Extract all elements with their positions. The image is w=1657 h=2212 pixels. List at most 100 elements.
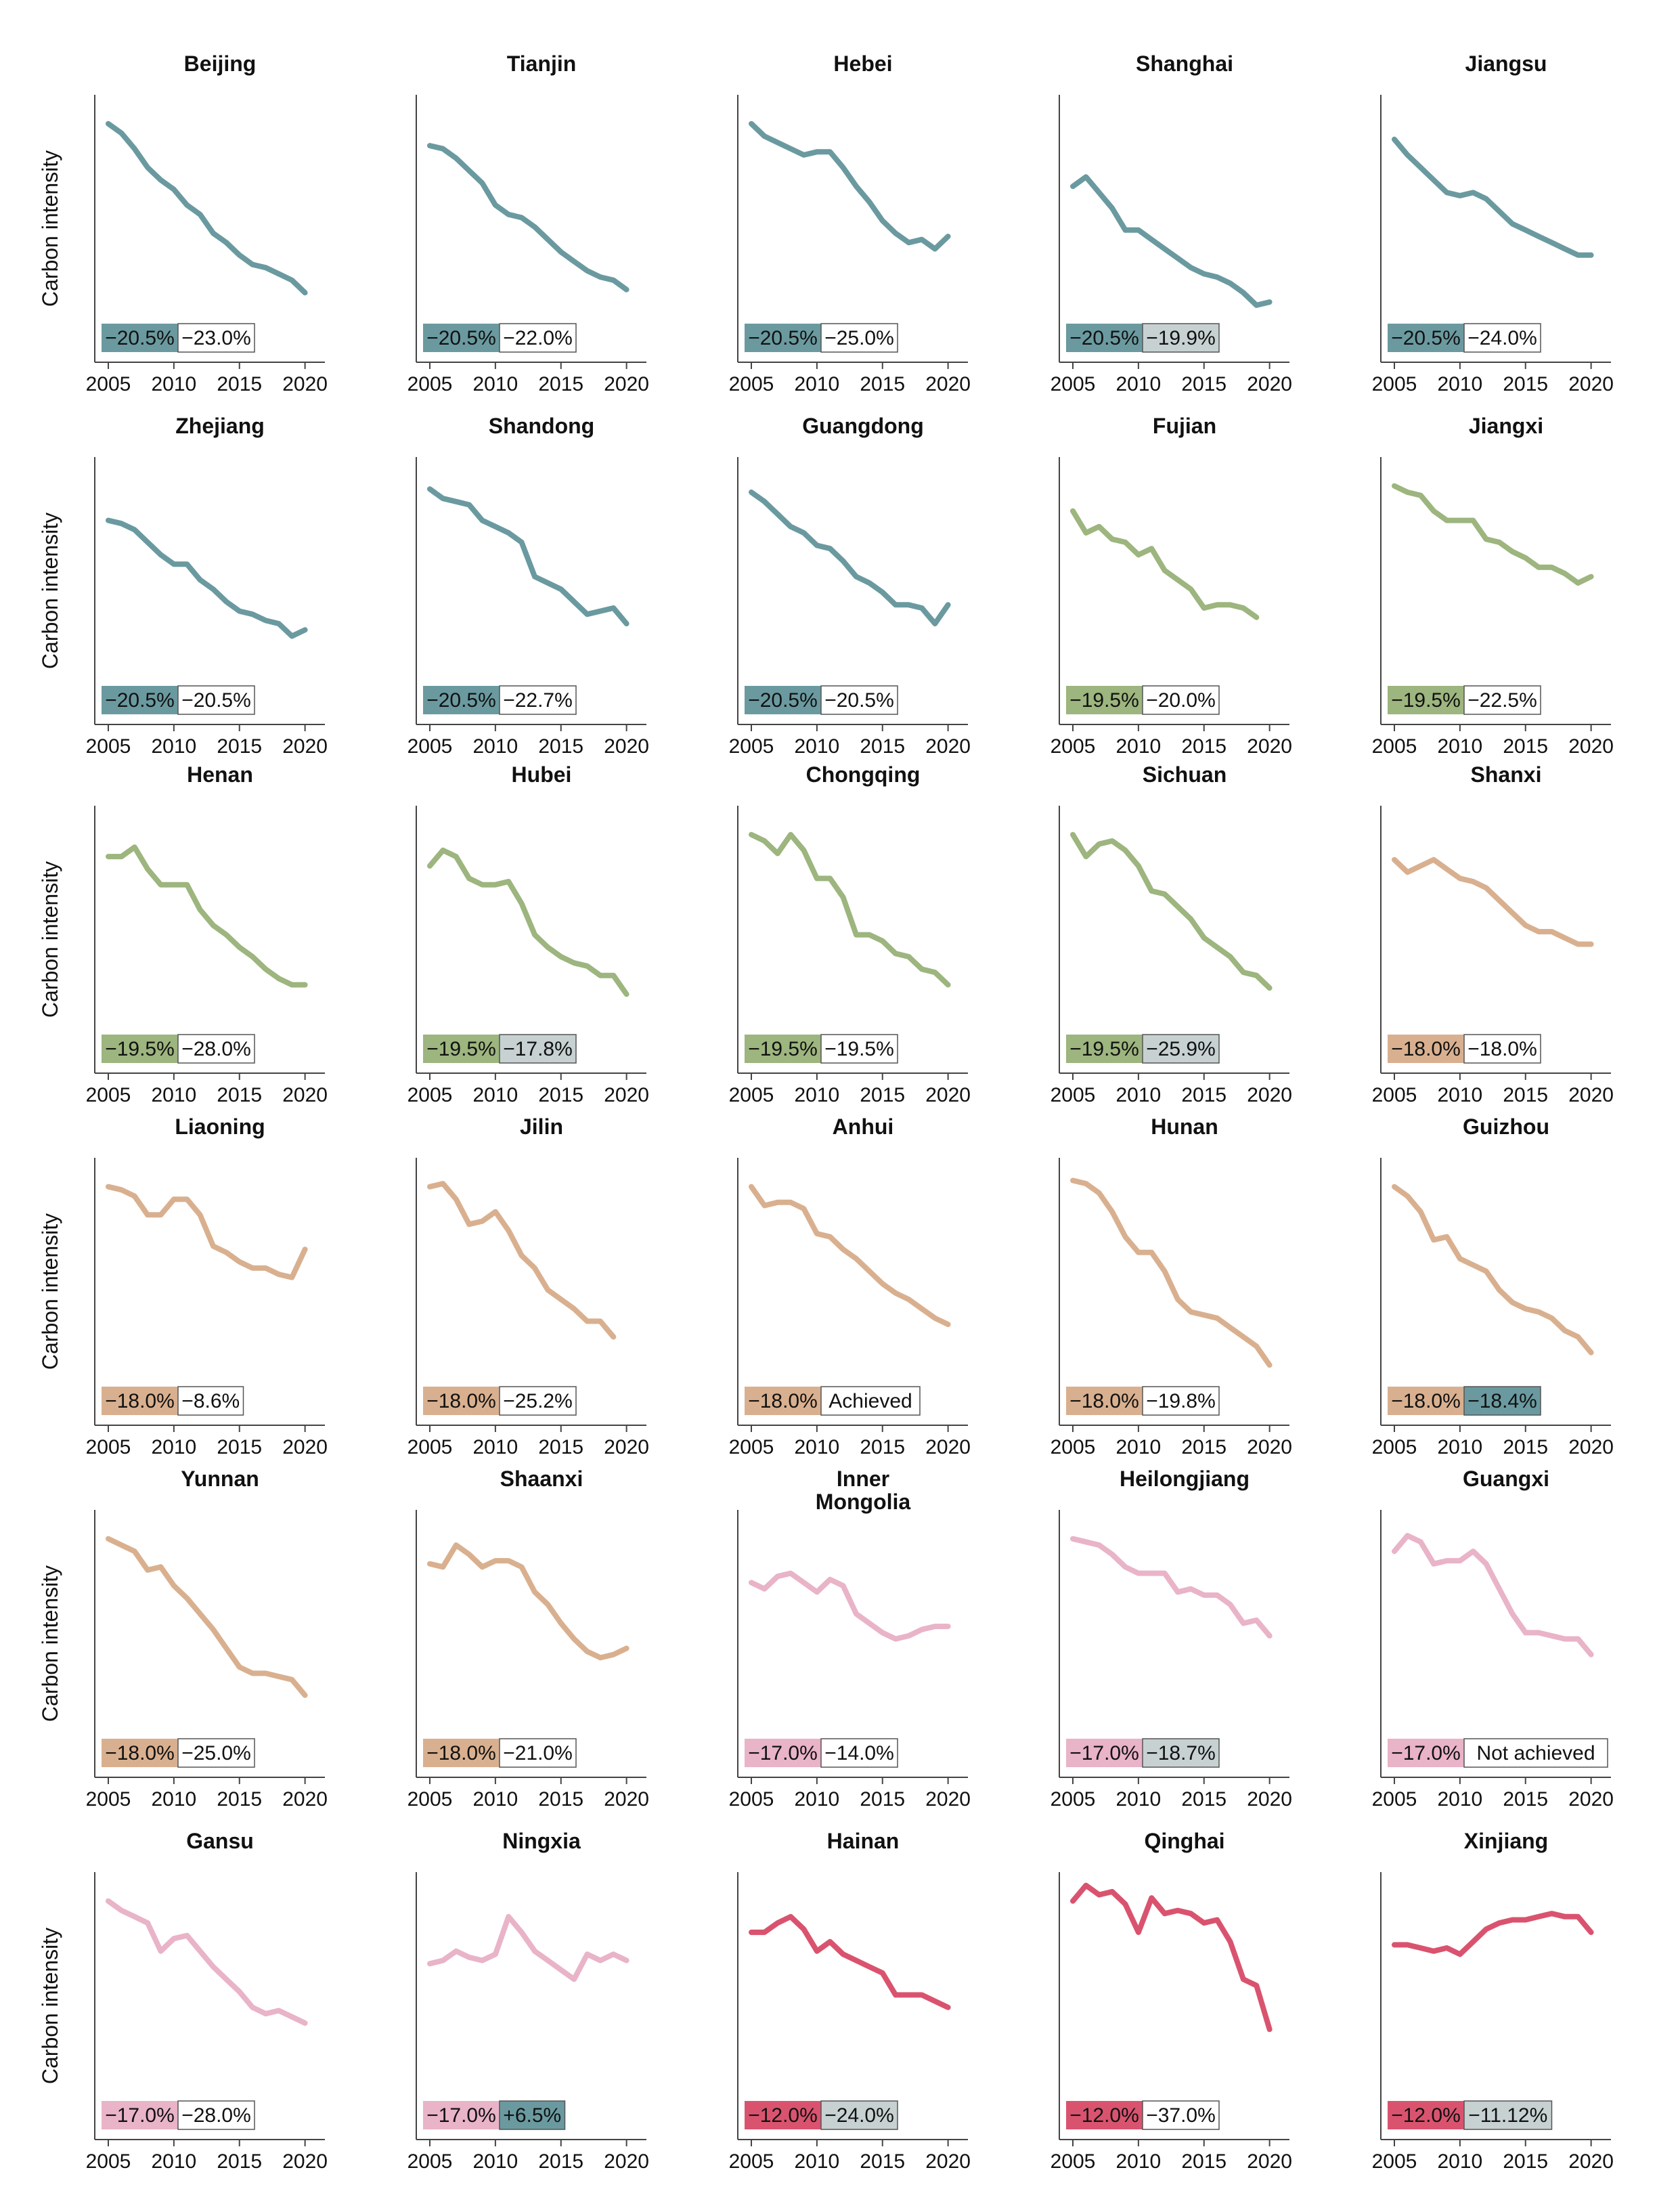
panel-title: Ningxia	[502, 1829, 581, 1853]
panel-title: Inner	[837, 1467, 889, 1491]
x-tick-label: 2020	[1247, 2150, 1292, 2173]
series-line	[1392, 856, 1594, 947]
panel-fujian: Fujian 2005 2010 2015 2020 −19.5% −20.0%	[985, 403, 1303, 758]
x-tick-label: 2020	[282, 1084, 328, 1106]
x-tick-label: 2015	[1503, 1084, 1548, 1106]
x-tick-label: 2005	[1372, 1084, 1417, 1106]
result-badge	[1463, 685, 1541, 715]
panel-title: Shaanxi	[500, 1467, 583, 1491]
x-tick-label: 2020	[282, 1436, 328, 1458]
panel-hubei: Hubei 2005 2010 2015 2020 −19.5% −17.8%	[342, 752, 660, 1106]
series-line	[749, 1913, 951, 2010]
target-badge	[1066, 2101, 1143, 2129]
target-badge-label: −20.5%	[426, 689, 496, 712]
x-tick-label: 2010	[1116, 1084, 1162, 1106]
target-badge-label: −17.0%	[748, 1742, 818, 1764]
x-tick-label: 2005	[407, 2150, 453, 2173]
x-tick-label: 2005	[407, 373, 453, 395]
panel-inner-mongolia: Inner Mongolia 2005 2010 2015 2020 −17.0% −14.0…	[663, 1456, 981, 1810]
panel-title: Hebei	[833, 51, 892, 76]
panel-anhui: Anhui 2005 2010 2015 2020 −18.0% Achieved	[663, 1104, 981, 1458]
x-tick-label: 2020	[925, 1788, 971, 1810]
panel-title: Shandong	[489, 414, 594, 438]
panel-guangxi: Guangxi 2005 2010 2015 2020 −17.0% Not achieve…	[1306, 1456, 1625, 1810]
target-badge	[423, 2101, 500, 2129]
panel-shandong: Shandong 2005 2010 2015 2020 −20.5% −22.7%	[342, 403, 660, 758]
panel-hebei: Hebei 2005 2010 2015 2020 −20.5% −25.0%	[663, 41, 981, 395]
target-badge	[423, 1739, 500, 1767]
target-badge	[102, 324, 178, 352]
x-tick-label: 2005	[407, 1436, 453, 1458]
panel-heilongjiang: Heilongjiang 2005 2010 2015 2020 −17.0% −18.7%	[985, 1456, 1303, 1810]
x-tick-label: 2015	[1181, 1436, 1227, 1458]
result-badge-label: −19.8%	[1146, 1390, 1216, 1412]
x-tick-label: 2005	[1051, 1084, 1096, 1106]
panel-title: Tianjin	[507, 51, 577, 76]
x-tick-label: 2010	[795, 1436, 840, 1458]
x-tick-label: 2010	[1116, 2150, 1162, 2173]
target-badge	[423, 686, 500, 714]
x-tick-label: 2020	[282, 735, 328, 758]
target-badge	[423, 1035, 500, 1063]
result-badge	[499, 1386, 577, 1416]
x-tick-label: 2020	[1568, 1436, 1614, 1458]
x-tick-label: 2005	[729, 373, 774, 395]
target-badge-label: −20.5%	[1391, 327, 1461, 349]
target-badge	[423, 324, 500, 352]
x-tick-label: 2005	[86, 373, 131, 395]
result-badge-label: −18.4%	[1467, 1390, 1537, 1412]
x-tick-label: 2015	[1181, 735, 1227, 758]
panel-title: Yunnan	[181, 1467, 259, 1491]
result-badge-label: −19.9%	[1146, 327, 1216, 349]
result-badge-label: −37.0%	[1146, 2104, 1216, 2127]
target-badge	[1066, 324, 1143, 352]
x-tick-label: 2020	[925, 1436, 971, 1458]
target-badge	[745, 1387, 821, 1415]
series-line	[106, 1184, 308, 1280]
target-badge	[1388, 1035, 1464, 1063]
series-line	[1392, 1184, 1594, 1356]
x-tick-label: 2010	[473, 735, 518, 758]
x-tick-label: 2015	[538, 1084, 583, 1106]
target-badge-label: −17.0%	[426, 2104, 496, 2127]
result-badge-label: −28.0%	[181, 1038, 251, 1060]
target-badge-label: −12.0%	[1069, 2104, 1139, 2127]
target-badge-label: −18.0%	[426, 1390, 496, 1412]
panel-title: Guangxi	[1463, 1467, 1549, 1491]
target-badge-label: −20.5%	[748, 327, 818, 349]
x-tick-label: 2010	[473, 373, 518, 395]
result-badge-label: −22.5%	[1467, 689, 1537, 712]
series-line	[1070, 174, 1273, 308]
panel-beijing: Beijing Carbon intensity 2005 2010 2015 2020 −…	[20, 41, 338, 395]
target-badge-label: −20.5%	[105, 327, 175, 349]
x-tick-label: 2010	[795, 2150, 840, 2173]
x-tick-label: 2005	[729, 1084, 774, 1106]
x-tick-label: 2010	[473, 1436, 518, 1458]
result-badge	[177, 2100, 255, 2130]
result-badge-label: −20.5%	[824, 689, 894, 712]
panel-title: Mongolia	[816, 1490, 911, 1514]
panel-title: Qinghai	[1144, 1829, 1224, 1853]
panel-title: Heilongjiang	[1120, 1467, 1250, 1491]
panel-svg: Hebei 2005 2010 2015 2020 −20.5% −25.0%	[729, 51, 971, 395]
x-tick-label: 2015	[217, 1084, 262, 1106]
panel-hainan: Hainan 2005 2010 2015 2020 −12.0% −24.0%	[663, 1818, 981, 2173]
target-badge	[423, 1387, 500, 1415]
target-badge	[1066, 1739, 1143, 1767]
result-badge-label: −21.0%	[503, 1742, 573, 1764]
x-tick-label: 2015	[538, 1788, 583, 1810]
x-tick-label: 2005	[1372, 373, 1417, 395]
panel-title: Fujian	[1153, 414, 1216, 438]
panel-title: Jilin	[520, 1114, 563, 1139]
result-badge	[177, 323, 255, 353]
x-tick-label: 2015	[1181, 1788, 1227, 1810]
target-badge-label: −12.0%	[748, 2104, 818, 2127]
x-tick-label: 2020	[925, 1084, 971, 1106]
target-badge-label: −18.0%	[105, 1742, 175, 1764]
x-tick-label: 2015	[1181, 373, 1227, 395]
target-badge-label: −19.5%	[1069, 689, 1139, 712]
panel-liaoning: Liaoning Carbon intensity 2005 2010 2015 2020…	[20, 1104, 338, 1458]
x-tick-label: 2005	[729, 1788, 774, 1810]
target-badge-label: −17.0%	[1391, 1742, 1461, 1764]
panel-hunan: Hunan 2005 2010 2015 2020 −18.0% −19.8%	[985, 1104, 1303, 1458]
